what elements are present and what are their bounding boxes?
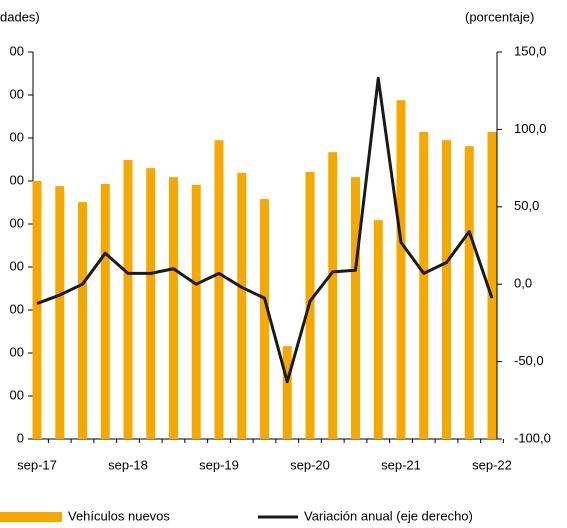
x-tick-label: sep-21 xyxy=(381,457,421,472)
bar xyxy=(373,220,383,439)
y-tick-label: 00 xyxy=(10,86,24,101)
y-tick-label: 00 xyxy=(10,129,24,144)
y2-axis-label: (porcentaje) xyxy=(465,9,534,24)
y-tick-label: 00 xyxy=(10,344,24,359)
x-tick-label: sep-20 xyxy=(290,457,330,472)
bar xyxy=(351,177,360,439)
bar xyxy=(464,146,474,440)
y2-tick-label: -50,0 xyxy=(514,353,544,368)
legend-label: Variación anual (eje derecho) xyxy=(304,508,473,523)
bar xyxy=(123,159,133,439)
legend-swatch xyxy=(0,512,62,522)
y-tick-label: 00 xyxy=(10,258,24,273)
y2-tick-label: 100,0 xyxy=(514,121,547,136)
y2-tick-label: -100,0 xyxy=(514,430,551,445)
bar xyxy=(32,181,42,439)
legend-label: Vehículos nuevos xyxy=(68,508,170,523)
bar xyxy=(78,202,87,439)
y2-tick-label: 50,0 xyxy=(514,198,539,213)
line xyxy=(36,76,494,384)
bar xyxy=(55,186,65,439)
bar xyxy=(169,177,178,439)
bar xyxy=(214,140,224,439)
y-tick-label: 00 xyxy=(10,172,24,187)
bar xyxy=(237,172,247,439)
bar xyxy=(100,184,110,439)
bar xyxy=(146,168,156,439)
x-tick-label: sep-18 xyxy=(108,457,148,472)
y-tick-label: 00 xyxy=(10,301,24,316)
x-tick-label: sep-22 xyxy=(472,457,512,472)
y-tick-label: 00 xyxy=(10,387,24,402)
y2-tick-label: 150,0 xyxy=(514,43,547,58)
y-tick-label: 00 xyxy=(10,215,24,230)
bar xyxy=(442,140,451,439)
y-axis-label: dades) xyxy=(0,9,40,24)
y-tick-label: 00 xyxy=(10,43,24,58)
x-tick-label: sep-17 xyxy=(17,457,57,472)
bar xyxy=(260,199,269,439)
bar xyxy=(191,184,201,439)
y-tick-label: 0 xyxy=(17,430,24,445)
bar xyxy=(328,152,338,439)
bar xyxy=(282,346,292,439)
bar xyxy=(487,131,497,440)
y2-tick-label: 0,0 xyxy=(514,276,532,291)
x-tick-label: sep-19 xyxy=(199,457,239,472)
bar xyxy=(396,100,406,439)
bar xyxy=(419,131,429,440)
